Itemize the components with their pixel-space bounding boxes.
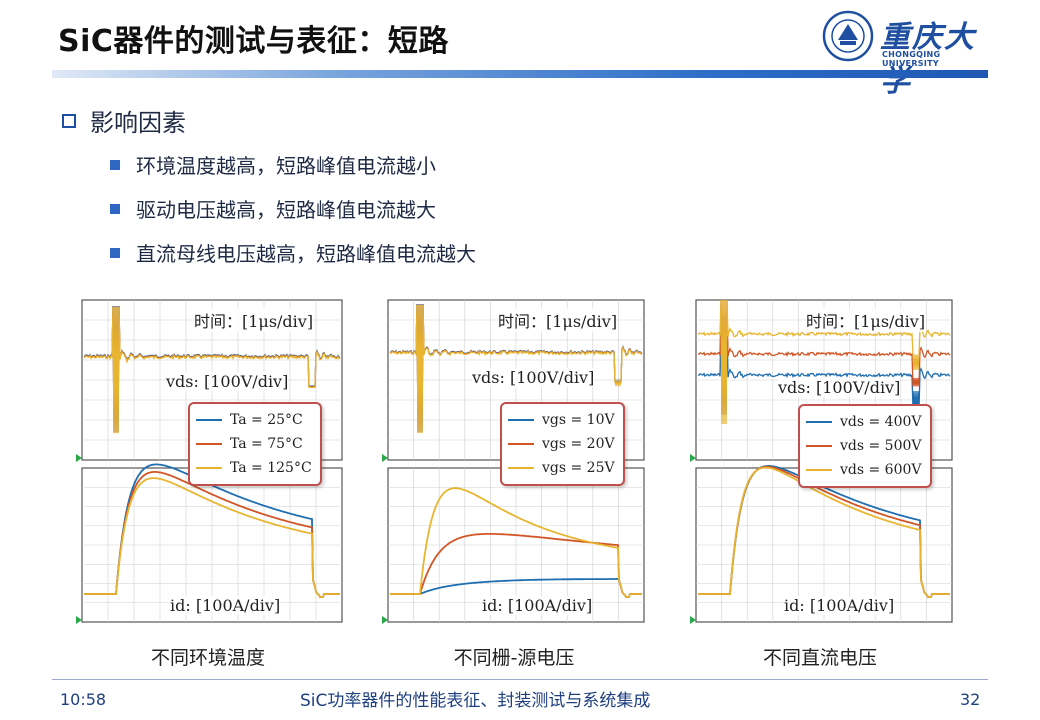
waveform-trace	[697, 299, 951, 415]
legend-label: vds = 400V	[840, 414, 922, 430]
legend-label: vgs = 25V	[542, 460, 615, 476]
legend-label: vds = 600V	[840, 462, 922, 478]
waveform-trace	[389, 304, 643, 434]
bullet-text: 直流母线电压越高，短路峰值电流越大	[136, 242, 476, 266]
legend-label: Ta = 125°C	[230, 460, 312, 476]
legend-swatch	[196, 467, 222, 469]
time-scale-label: 时间：[1μs/div]	[498, 308, 618, 332]
panel-caption: 不同栅-源电压	[453, 647, 575, 669]
time-scale-label: 时间：[1μs/div]	[194, 308, 314, 332]
waveform-trace	[390, 578, 642, 598]
vds-scale-label: vds: [100V/div]	[778, 378, 901, 397]
waveform-trace	[697, 314, 951, 416]
panel-caption: 不同环境温度	[150, 647, 265, 669]
waveform-trace	[697, 299, 951, 425]
channel-marker-icon	[76, 616, 82, 624]
bullet-item: 驱动电压越高，短路峰值电流越大	[110, 194, 436, 223]
waveform-trace	[84, 477, 340, 598]
channel-marker-icon	[690, 454, 696, 462]
channel-marker-icon	[690, 616, 696, 624]
slide-title: SiC器件的测试与表征：短路	[58, 24, 449, 59]
waveform-trace	[390, 487, 642, 598]
waveform-trace	[390, 533, 642, 598]
legend-swatch	[196, 419, 222, 421]
time-scale-label: 时间：[1μs/div]	[806, 308, 926, 332]
logo-english-name: CHONGQING UNIVERSITY	[882, 50, 941, 68]
channel-marker-icon	[76, 454, 82, 462]
legend-label: Ta = 75°C	[230, 436, 303, 452]
square-bullet-icon	[110, 203, 120, 214]
legend-item: Ta = 125°C	[196, 456, 312, 480]
legend-swatch	[806, 421, 832, 423]
legend-label: vgs = 10V	[542, 412, 615, 428]
waveform-trace	[83, 307, 341, 434]
square-bullet-icon	[110, 159, 120, 170]
page-number: 32	[960, 690, 981, 709]
title-rule	[52, 70, 988, 78]
legend-item: vds = 400V	[806, 410, 922, 434]
university-seal-icon	[822, 10, 874, 62]
vds-scale-label: vds: [100V/div]	[472, 368, 595, 387]
id-scale-label: id: [100A/div]	[482, 596, 593, 615]
legend-item: vds = 600V	[806, 458, 922, 482]
channel-marker-icon	[382, 616, 388, 624]
legend-item: Ta = 25°C	[196, 408, 312, 432]
bullet-text: 环境温度越高，短路峰值电流越小	[136, 154, 436, 178]
id-scale-label: id: [100A/div]	[170, 596, 281, 615]
footer-rule	[52, 679, 988, 680]
legend-swatch	[806, 469, 832, 471]
checkbox-bullet-icon	[62, 113, 76, 128]
bullet-item: 环境温度越高，短路峰值电流越小	[110, 150, 436, 179]
legend-item: vgs = 20V	[508, 432, 615, 456]
legend-swatch	[508, 467, 534, 469]
legend: vds = 400V vds = 500V vds = 600V	[798, 404, 932, 488]
legend-swatch	[508, 419, 534, 421]
logo-chinese-name: 重庆大学	[880, 20, 976, 99]
legend-swatch	[196, 443, 222, 445]
footer-time: 10:58	[60, 690, 107, 709]
bullet-text: 驱动电压越高，短路峰值电流越大	[136, 198, 436, 222]
legend-item: vds = 500V	[806, 434, 922, 458]
bullet-item: 直流母线电压越高，短路峰值电流越大	[110, 238, 476, 267]
legend-item: Ta = 75°C	[196, 432, 312, 456]
legend-swatch	[508, 443, 534, 445]
legend-item: vgs = 25V	[508, 456, 615, 480]
id-scale-label: id: [100A/div]	[784, 596, 895, 615]
legend-label: Ta = 25°C	[230, 412, 303, 428]
footer-title: SiC功率器件的性能表征、封装测试与系统集成	[300, 691, 651, 711]
legend-swatch	[806, 445, 832, 447]
channel-marker-icon	[382, 454, 388, 462]
waveform-panel-temperature: 时间：[1μs/div] vds: [100V/div] id: [100A/d…	[74, 298, 344, 628]
section-heading: 影响因素	[62, 103, 186, 138]
legend: Ta = 25°C Ta = 75°C Ta = 125°C	[188, 402, 322, 486]
waveform-panel-dc-voltage: 时间：[1μs/div] vds: [100V/div] id: [100A/d…	[688, 298, 954, 628]
waveform-panel-gate-voltage: 时间：[1μs/div] vds: [100V/div] id: [100A/d…	[382, 298, 646, 628]
vds-scale-label: vds: [100V/div]	[166, 372, 289, 391]
legend-label: vds = 500V	[840, 438, 922, 454]
legend-label: vgs = 20V	[542, 436, 615, 452]
panel-caption: 不同直流电压	[762, 647, 877, 669]
university-logo: 重庆大学 CHONGQING UNIVERSITY	[822, 10, 992, 99]
legend-item: vgs = 10V	[508, 408, 615, 432]
square-bullet-icon	[110, 247, 120, 258]
section-heading-text: 影响因素	[90, 109, 186, 137]
waveform-trace	[698, 466, 950, 598]
legend: vgs = 10V vgs = 20V vgs = 25V	[500, 402, 625, 486]
